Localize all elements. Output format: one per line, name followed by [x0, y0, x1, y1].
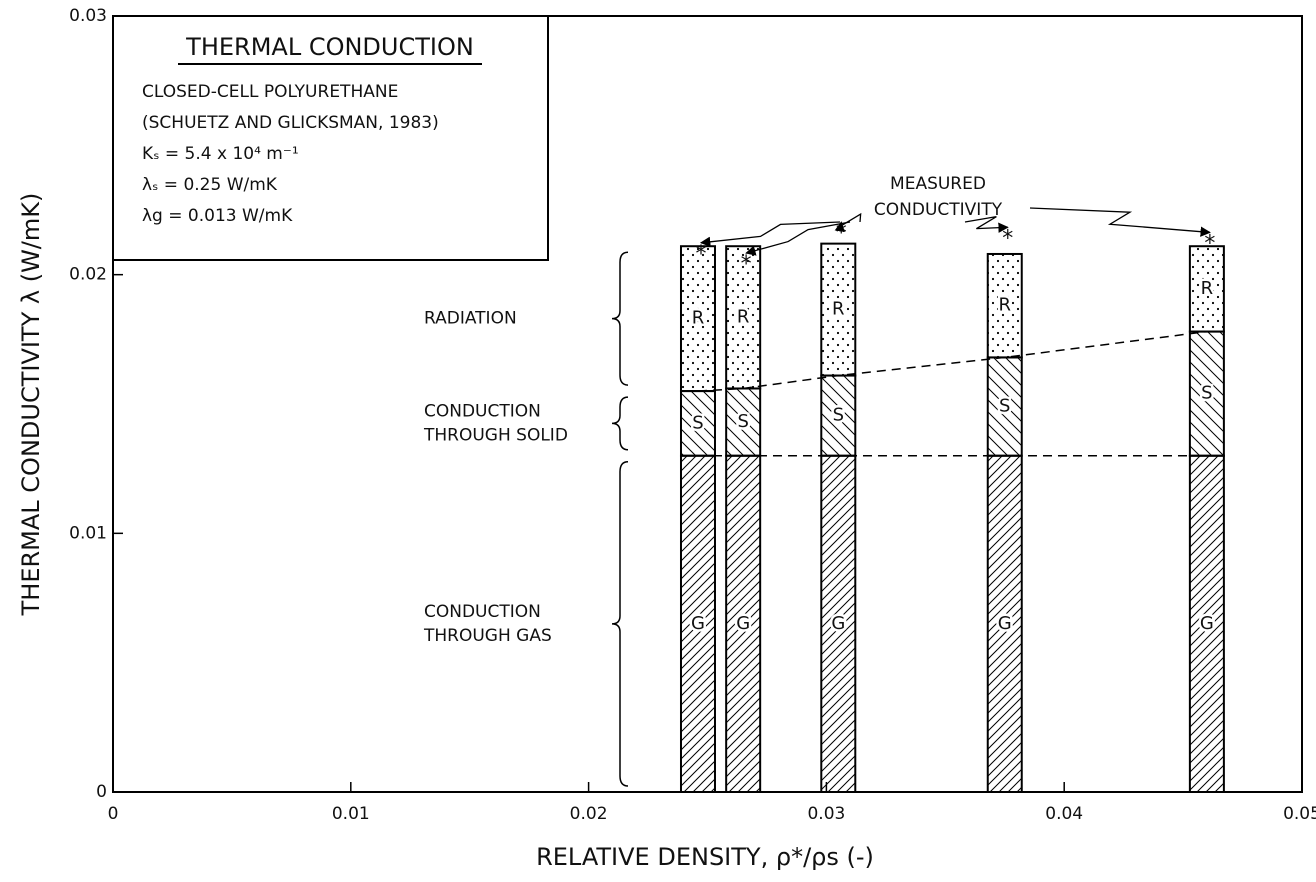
annotation-arrow	[745, 221, 851, 256]
annotation-arrow	[1029, 207, 1211, 237]
legend-box	[112, 15, 549, 261]
bar-segment	[725, 387, 762, 457]
bar-segment	[986, 356, 1023, 457]
bar-segment	[725, 245, 762, 390]
segment-label: G	[998, 613, 1012, 634]
x-tick-label: 0	[108, 804, 119, 824]
brace	[611, 251, 629, 386]
bar-segment	[1188, 245, 1225, 333]
y-axis-label: THERMAL CONDUCTIVITY λ (W/mK)	[17, 193, 45, 617]
segment-label: S	[999, 396, 1010, 417]
bar-segment	[679, 390, 716, 457]
bar-segment	[820, 242, 857, 377]
y-tick-label: 0.02	[69, 265, 107, 285]
measured-marker: *	[836, 221, 847, 246]
segment-label: R	[737, 306, 750, 327]
component-label: THROUGH SOLID	[423, 425, 568, 445]
segment-label: S	[692, 412, 703, 433]
legend-line: (SCHUETZ AND GLICKSMAN, 1983)	[142, 113, 439, 133]
x-tick-label: 0.01	[332, 804, 370, 824]
segment-label: S	[737, 411, 748, 432]
y-tick-label: 0.03	[69, 6, 107, 26]
segment-label: R	[998, 295, 1011, 316]
segment-label: R	[832, 299, 845, 320]
component-label: THROUGH GAS	[423, 626, 552, 646]
bar-segment	[1188, 330, 1225, 457]
component-label: CONDUCTION	[424, 602, 541, 622]
x-axis-label: RELATIVE DENSITY, ρ*/ρs (-)	[536, 843, 874, 871]
segment-label: G	[691, 613, 705, 634]
legend-title: THERMAL CONDUCTION	[185, 33, 474, 61]
legend-line: CLOSED-CELL POLYURETHANE	[142, 82, 398, 102]
annotation: CONDUCTIVITY	[874, 200, 1003, 220]
segment-label: G	[831, 613, 845, 634]
legend-line: λg = 0.013 W/mK	[142, 206, 293, 226]
annotation-arrow	[834, 212, 862, 233]
segment-label: S	[1201, 383, 1212, 404]
brace	[611, 460, 629, 787]
bar-segment	[1188, 454, 1225, 793]
annotation-arrow	[699, 221, 841, 247]
x-tick-label: 0.05	[1283, 804, 1316, 824]
bar-segment	[679, 454, 716, 793]
bar-segment	[986, 252, 1023, 359]
segment-label: R	[692, 308, 705, 329]
segment-label: G	[736, 613, 750, 634]
annotation-arrow	[964, 215, 1009, 233]
x-tick-label: 0.03	[807, 804, 845, 824]
component-label: RADIATION	[424, 309, 517, 329]
segment-label: R	[1201, 278, 1214, 299]
legend-line: Kₛ = 5.4 x 10⁴ m⁻¹	[142, 144, 299, 164]
measured-marker: *	[695, 242, 706, 267]
annotation: MEASURED	[890, 174, 986, 194]
segment-label: S	[833, 405, 844, 426]
bar-segment	[725, 454, 762, 793]
measured-marker: *	[1002, 226, 1013, 251]
legend-line: λₛ = 0.25 W/mK	[142, 175, 278, 195]
x-tick-label: 0.02	[570, 804, 608, 824]
component-label: CONDUCTION	[424, 401, 541, 421]
measured-marker: *	[741, 252, 752, 277]
brace	[611, 396, 629, 451]
y-tick-label: 0.01	[69, 523, 107, 543]
segment-label: G	[1200, 613, 1214, 634]
x-tick-label: 0.04	[1045, 804, 1083, 824]
measured-marker: *	[1204, 231, 1215, 256]
dashed-trend	[697, 330, 1207, 392]
y-tick-label: 0	[96, 782, 107, 802]
bar-segment	[986, 454, 1023, 793]
bar-segment	[820, 454, 857, 793]
